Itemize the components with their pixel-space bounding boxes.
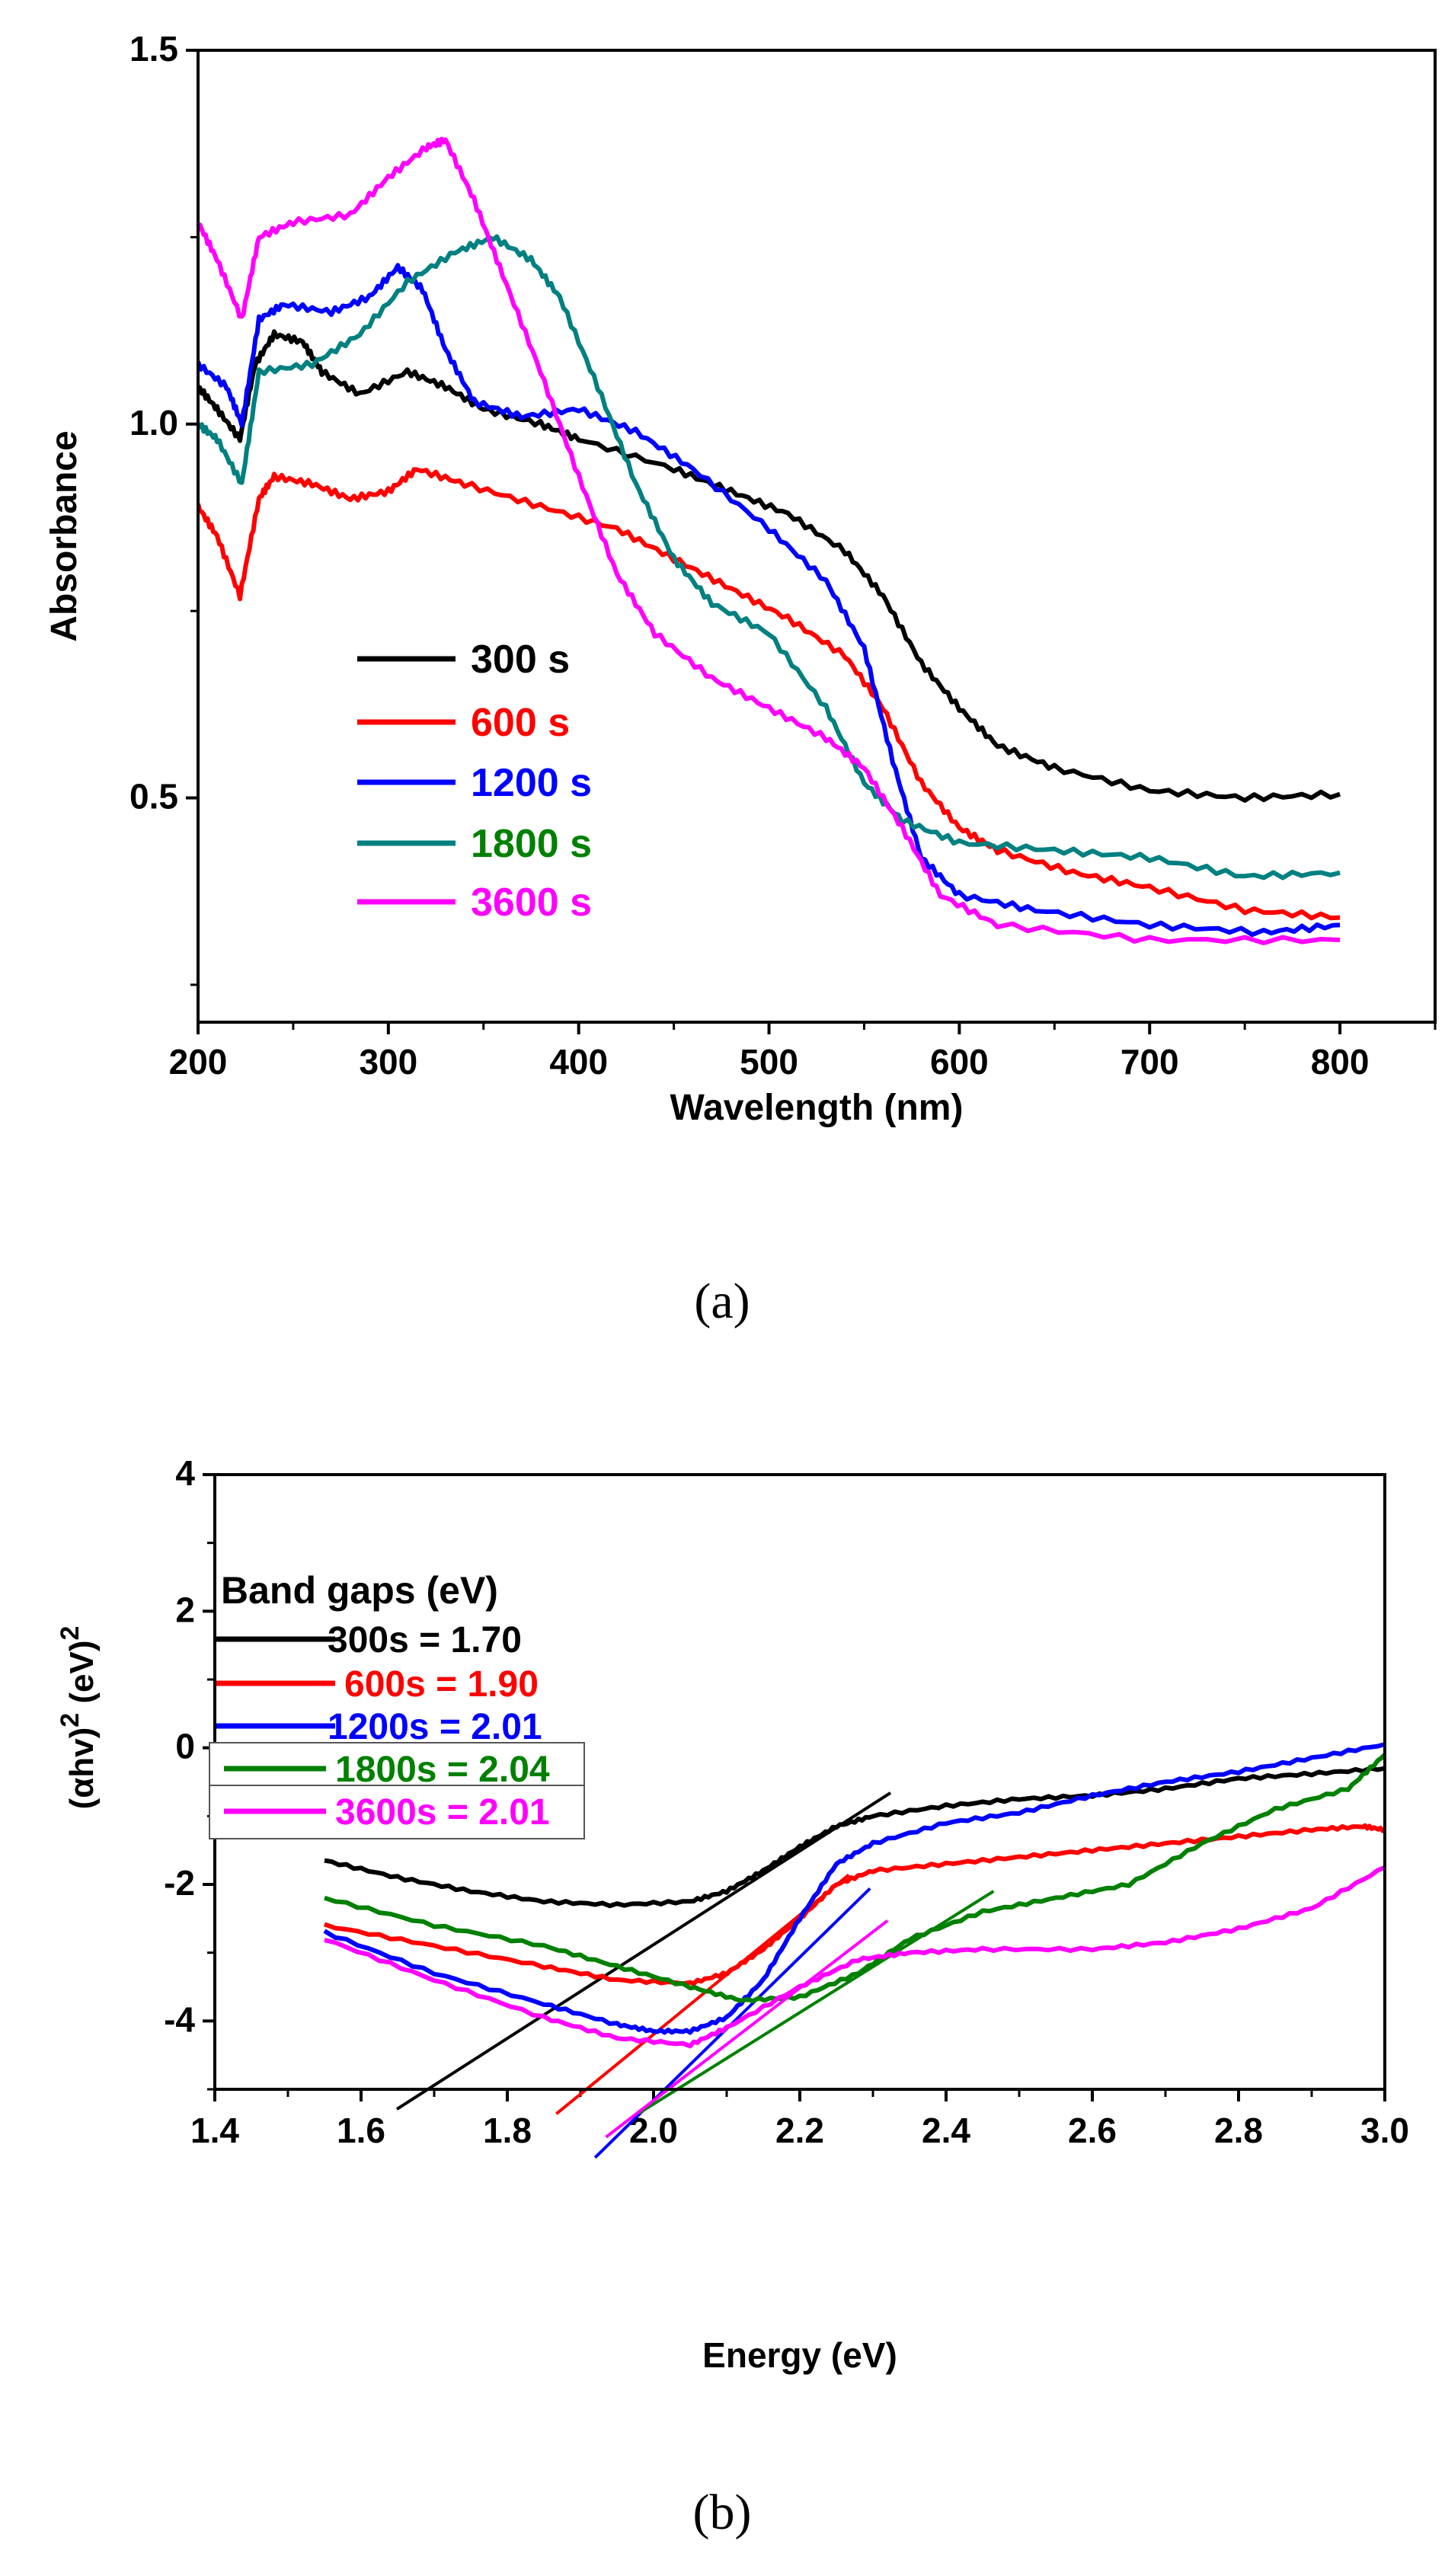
y-tick-label: 1.5: [129, 29, 178, 69]
y-axis-title-part: (eV): [63, 1640, 101, 1712]
series-line-600: [198, 467, 1341, 921]
y-tick-label: 2: [175, 1590, 195, 1629]
series-line-1800: [198, 234, 1341, 881]
x-tick-label: 300: [359, 1042, 417, 1082]
y-tick-label: 0: [175, 1727, 195, 1766]
x-tick-label: 2.4: [922, 2111, 970, 2150]
series-line-600s: [323, 1823, 1385, 1986]
caption-a: (a): [694, 1274, 750, 1329]
chart-b-tauc-plot: 1.4 1.6 1.8 2.0 2.2 2.4 2.6 2.8 3.0-4-2024Energy…: [56, 1453, 1409, 2375]
x-tick-label: 1.6: [337, 2111, 385, 2150]
x-tick-label: 700: [1121, 1042, 1179, 1082]
x-tick-label: 1.8: [483, 2111, 532, 2150]
x-tick-label: 2.6: [1068, 2111, 1117, 2150]
y-tick-label: 4: [175, 1453, 195, 1493]
plot-frame: [197, 49, 1437, 1024]
y-axis-title: Absorbance: [44, 430, 85, 641]
series-line-300s: [324, 1766, 1385, 1909]
x-tick-label: 600: [930, 1042, 989, 1082]
y-axis-title: (αhv)2 (eV)2: [56, 1626, 101, 1810]
x-tick-label: 1.4: [190, 2111, 239, 2150]
x-axis-title: Energy (eV): [702, 2335, 897, 2375]
x-tick-label: 2.2: [775, 2111, 824, 2150]
tangent-line: [638, 1890, 995, 2115]
y-tick-label: -4: [164, 1999, 195, 2039]
x-tick-label: 500: [740, 1042, 798, 1082]
series-line-3600: [198, 136, 1341, 945]
series-line-1200: [198, 263, 1341, 938]
chart-a-absorbance: 200 300 400 500 600 700 800 0.5 1.0 1.5 Wavelength…: [44, 29, 1437, 1128]
legend-label: 600 s: [471, 701, 570, 745]
caption-b: (b): [693, 2485, 752, 2540]
x-tick-label: 3.0: [1360, 2111, 1409, 2150]
legend-label: 1800s = 2.04: [335, 1750, 550, 1790]
y-tick-label: 1.0: [129, 403, 178, 443]
x-tick-label: 800: [1311, 1042, 1370, 1082]
x-axis-title: Wavelength (nm): [670, 1088, 964, 1128]
legend-label: 3600 s: [471, 881, 592, 925]
x-tick-label: 400: [549, 1042, 608, 1082]
y-axis-title-part: 2: [56, 1626, 85, 1641]
legend-label: 300 s: [471, 638, 570, 682]
y-tick-label: 0.5: [129, 777, 178, 817]
tangent-line: [605, 1919, 889, 2139]
y-axis-title-part: 2: [56, 1713, 85, 1727]
legend-title: Band gaps (eV): [221, 1569, 498, 1612]
legend-label: 1200s = 2.01: [328, 1707, 542, 1747]
series-line-300: [198, 329, 1341, 803]
legend-label: 1800 s: [471, 822, 592, 866]
legend-label: 600s = 1.90: [344, 1664, 539, 1705]
series-line-1200s: [323, 1742, 1385, 2035]
y-tick-label: -2: [164, 1863, 195, 1903]
y-axis-title-part: (αhv): [63, 1727, 101, 1810]
tangent-line: [395, 1791, 892, 2111]
legend-label: 1200 s: [471, 761, 592, 805]
x-tick-label: 200: [169, 1042, 228, 1082]
series-line-3600s: [324, 1865, 1385, 2049]
x-tick-label: 2.8: [1214, 2111, 1263, 2150]
legend-label: 3600s = 2.01: [335, 1792, 550, 1833]
legend-label: 300s = 1.70: [328, 1620, 522, 1660]
